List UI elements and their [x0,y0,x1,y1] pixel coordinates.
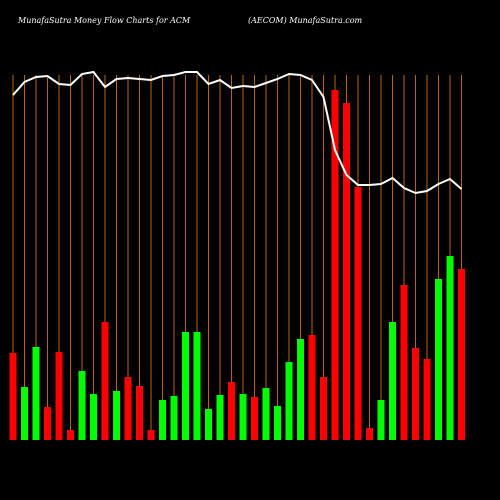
bar [251,397,258,440]
bar [400,285,408,440]
bar [354,187,362,440]
bar [44,407,51,440]
bar [331,90,339,440]
bar [101,322,109,440]
bar [435,279,442,440]
bar [216,395,224,440]
bar [320,377,327,440]
bar [67,430,74,440]
bar [90,394,97,440]
bar [9,353,17,440]
price-line [12,70,463,195]
bar [21,387,28,440]
chart-title: MunafaSutra Money Flow Charts for ACM [17,16,191,25]
bar [205,409,212,440]
chart-subtitle: (AECOM) MunafaSutra.com [248,16,363,25]
bar [297,339,304,440]
bar [458,269,465,440]
bar [366,428,373,440]
bar [274,406,281,440]
bar [170,396,178,440]
bar [423,359,431,440]
bar [193,332,201,440]
bar [159,400,166,440]
bar [343,103,350,440]
bar [136,386,143,440]
bar [147,430,155,440]
bar [124,377,132,440]
bar [55,352,63,440]
bar [389,322,396,440]
bar [113,391,120,440]
bar [262,388,270,440]
bar [32,347,40,440]
bar [308,335,316,440]
bar [377,400,385,440]
bar [446,256,454,440]
bar [228,382,235,440]
bar [239,394,247,440]
bar [412,348,419,440]
bar [285,362,293,440]
bar [182,332,189,440]
bar [78,371,86,440]
